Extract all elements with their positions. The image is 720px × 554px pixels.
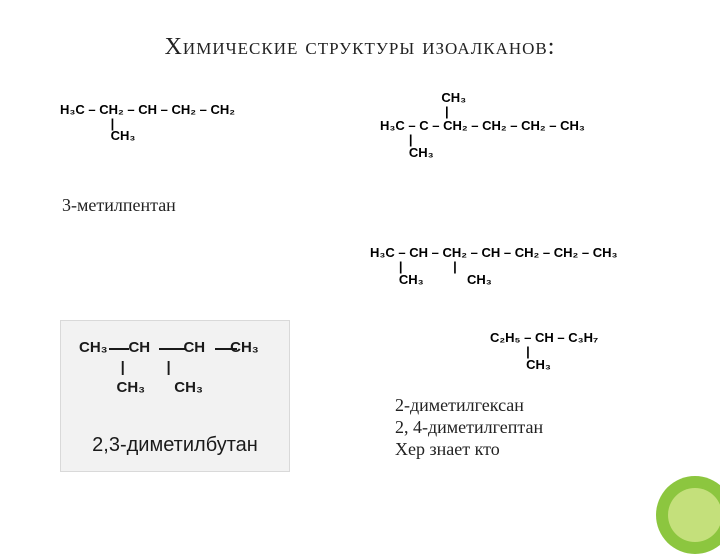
dimethylbutane-box: CH₃ CH CH CH₃ | | CH₃ CH₃ 2,3-диметилбут… <box>60 320 290 472</box>
caption-r1: 2-диметилгексан <box>395 395 524 416</box>
struct4-line2: CH₃ <box>490 357 551 372</box>
struct2-line1: H₃C – C – CH₂ – CH₂ – CH₂ – CH₃ <box>380 118 585 133</box>
struct3-line1: H₃C – CH – CH₂ – CH – CH₂ – CH₂ – CH₃ <box>370 245 618 260</box>
caption-r3: Хер знает кто <box>395 439 500 460</box>
struct2-line2: CH₃ <box>380 145 434 160</box>
caption-3mp: 3-метилпентан <box>62 195 176 216</box>
deco-circle-inner <box>668 488 720 542</box>
box-bond: | | <box>79 359 171 376</box>
struct3-line2: CH₃ CH₃ <box>370 272 492 287</box>
page-title: Химические структуры изоалканов: <box>0 0 720 61</box>
struct2-line0: CH₃ <box>380 90 466 105</box>
box-label: 2,3-диметилбутан <box>61 434 289 457</box>
struct1-line2: CH₃ <box>60 128 135 143</box>
struct2-bond0: | <box>380 104 449 119</box>
struct1-line1: H₃C – CH₂ – CH – CH₂ – CH₂ <box>60 102 235 117</box>
box-row2: CH₃ CH₃ <box>79 379 203 396</box>
struct4-line1: C₂H₅ – CH – C₃H₇ <box>490 330 598 345</box>
caption-r2: 2, 4-диметилгептан <box>395 417 543 438</box>
